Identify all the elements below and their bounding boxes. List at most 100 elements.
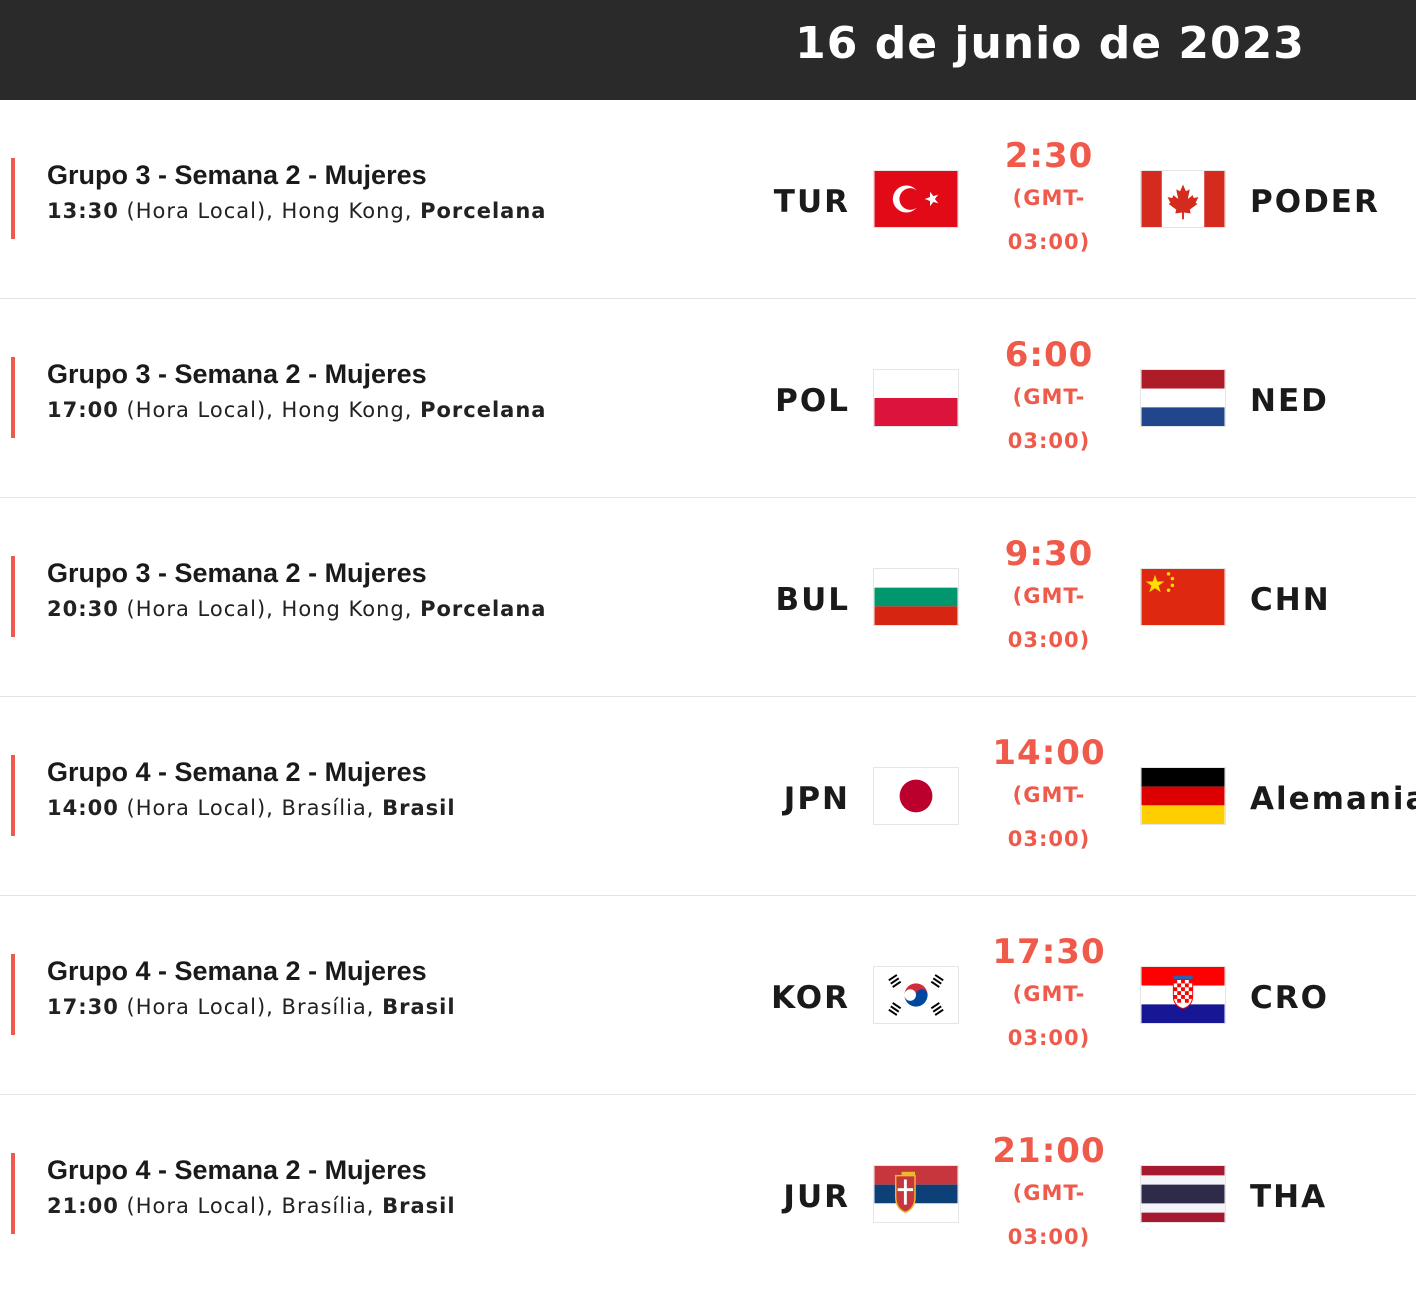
korea-flag-icon xyxy=(873,966,959,1024)
match-title: Grupo 4 - Semana 2 - Mujeres xyxy=(47,956,427,986)
match-row[interactable]: Grupo 4 - Semana 2 - Mujeres 17:30 (Hora… xyxy=(0,896,1416,1095)
timezone-line2: 03:00) xyxy=(1007,1026,1091,1050)
match-time-value: 9:30 xyxy=(1004,534,1094,574)
canada-flag-icon xyxy=(1140,170,1226,228)
local-label: (Hora Local), xyxy=(126,398,274,422)
away-team-code[interactable]: THA xyxy=(1250,1179,1328,1215)
timezone-line1: (GMT- xyxy=(1012,186,1086,210)
timezone-line1: (GMT- xyxy=(1012,385,1086,409)
home-team-code[interactable]: BUL xyxy=(775,582,850,618)
country: Brasil xyxy=(382,1194,456,1218)
match-time: 17:30 (GMT- 03:00) xyxy=(990,932,1108,1060)
local-time: 17:00 xyxy=(47,398,119,422)
match-time: 2:30 (GMT- 03:00) xyxy=(990,136,1108,264)
timezone-line1: (GMT- xyxy=(1012,982,1086,1006)
city: Brasília, xyxy=(281,1194,375,1218)
away-team-code[interactable]: Alemania xyxy=(1250,781,1416,817)
match-location: 17:30 (Hora Local), Brasília, Brasil xyxy=(47,992,747,1022)
match-accent-bar xyxy=(11,1153,15,1234)
japan-flag-icon xyxy=(873,767,959,825)
timezone-line1: (GMT- xyxy=(1012,1181,1086,1205)
local-time: 17:30 xyxy=(47,995,119,1019)
china-flag-icon xyxy=(1140,568,1226,626)
match-time: 21:00 (GMT- 03:00) xyxy=(990,1131,1108,1259)
match-time-value: 14:00 xyxy=(992,733,1106,773)
thailand-flag-icon xyxy=(1140,1165,1226,1223)
poland-flag-icon xyxy=(873,369,959,427)
match-time-value: 17:30 xyxy=(992,932,1106,972)
timezone-line2: 03:00) xyxy=(1007,827,1091,851)
match-location: 21:00 (Hora Local), Brasília, Brasil xyxy=(47,1191,747,1221)
match-row[interactable]: Grupo 3 - Semana 2 - Mujeres 20:30 (Hora… xyxy=(0,498,1416,697)
croatia-flag-icon xyxy=(1140,966,1226,1024)
match-accent-bar xyxy=(11,556,15,637)
city: Hong Kong, xyxy=(281,398,413,422)
local-time: 13:30 xyxy=(47,199,119,223)
turkey-flag-icon xyxy=(873,170,959,228)
timezone-line2: 03:00) xyxy=(1007,429,1091,453)
match-location: 13:30 (Hora Local), Hong Kong, Porcelana xyxy=(47,196,747,226)
country: Brasil xyxy=(382,796,456,820)
away-team-code[interactable]: CHN xyxy=(1250,582,1331,618)
match-info: Grupo 3 - Semana 2 - Mujeres 20:30 (Hora… xyxy=(47,556,747,624)
city: Hong Kong, xyxy=(281,597,413,621)
match-time-value: 2:30 xyxy=(1004,136,1094,176)
home-team-code[interactable]: TUR xyxy=(773,184,850,220)
home-team-code[interactable]: POL xyxy=(775,383,850,419)
date-title: 16 de junio de 2023 xyxy=(795,18,1305,69)
bulgaria-flag-icon xyxy=(873,568,959,626)
match-time-value: 21:00 xyxy=(992,1131,1106,1171)
date-header: 16 de junio de 2023 xyxy=(0,0,1416,100)
match-time: 14:00 (GMT- 03:00) xyxy=(990,733,1108,861)
timezone-line1: (GMT- xyxy=(1012,584,1086,608)
away-team-code[interactable]: NED xyxy=(1250,383,1329,419)
match-location: 20:30 (Hora Local), Hong Kong, Porcelana xyxy=(47,594,747,624)
country: Porcelana xyxy=(420,597,547,621)
match-time: 9:30 (GMT- 03:00) xyxy=(990,534,1108,662)
match-location: 14:00 (Hora Local), Brasília, Brasil xyxy=(47,793,747,823)
match-row[interactable]: Grupo 4 - Semana 2 - Mujeres 14:00 (Hora… xyxy=(0,697,1416,896)
match-title: Grupo 4 - Semana 2 - Mujeres xyxy=(47,1155,427,1185)
timezone-line2: 03:00) xyxy=(1007,628,1091,652)
match-location: 17:00 (Hora Local), Hong Kong, Porcelana xyxy=(47,395,747,425)
local-label: (Hora Local), xyxy=(126,597,274,621)
local-label: (Hora Local), xyxy=(126,199,274,223)
match-accent-bar xyxy=(11,954,15,1035)
home-team-code[interactable]: JUR xyxy=(783,1179,850,1215)
match-row[interactable]: Grupo 3 - Semana 2 - Mujeres 17:00 (Hora… xyxy=(0,299,1416,498)
country: Porcelana xyxy=(420,398,547,422)
serbia-flag-icon xyxy=(873,1165,959,1223)
local-label: (Hora Local), xyxy=(126,995,274,1019)
match-time-value: 6:00 xyxy=(1004,335,1094,375)
local-label: (Hora Local), xyxy=(126,796,274,820)
match-row[interactable]: Grupo 3 - Semana 2 - Mujeres 13:30 (Hora… xyxy=(0,100,1416,299)
match-accent-bar xyxy=(11,357,15,438)
local-time: 14:00 xyxy=(47,796,119,820)
match-title: Grupo 4 - Semana 2 - Mujeres xyxy=(47,757,427,787)
match-row[interactable]: Grupo 4 - Semana 2 - Mujeres 21:00 (Hora… xyxy=(0,1095,1416,1294)
country: Porcelana xyxy=(420,199,547,223)
match-title: Grupo 3 - Semana 2 - Mujeres xyxy=(47,359,427,389)
home-team-code[interactable]: KOR xyxy=(771,980,850,1016)
city: Brasília, xyxy=(281,796,375,820)
match-title: Grupo 3 - Semana 2 - Mujeres xyxy=(47,160,427,190)
match-info: Grupo 4 - Semana 2 - Mujeres 21:00 (Hora… xyxy=(47,1153,747,1221)
match-title: Grupo 3 - Semana 2 - Mujeres xyxy=(47,558,427,588)
match-info: Grupo 4 - Semana 2 - Mujeres 17:30 (Hora… xyxy=(47,954,747,1022)
city: Brasília, xyxy=(281,995,375,1019)
country: Brasil xyxy=(382,995,456,1019)
date-header-wrap: 16 de junio de 2023 xyxy=(700,18,1400,69)
timezone-line2: 03:00) xyxy=(1007,1225,1091,1249)
match-accent-bar xyxy=(11,158,15,239)
match-info: Grupo 3 - Semana 2 - Mujeres 17:00 (Hora… xyxy=(47,357,747,425)
away-team-code[interactable]: CRO xyxy=(1250,980,1329,1016)
timezone-line1: (GMT- xyxy=(1012,783,1086,807)
timezone-line2: 03:00) xyxy=(1007,230,1091,254)
local-time: 20:30 xyxy=(47,597,119,621)
match-accent-bar xyxy=(11,755,15,836)
netherlands-flag-icon xyxy=(1140,369,1226,427)
away-team-code[interactable]: PODER xyxy=(1250,184,1380,220)
local-label: (Hora Local), xyxy=(126,1194,274,1218)
local-time: 21:00 xyxy=(47,1194,119,1218)
home-team-code[interactable]: JPN xyxy=(783,781,850,817)
